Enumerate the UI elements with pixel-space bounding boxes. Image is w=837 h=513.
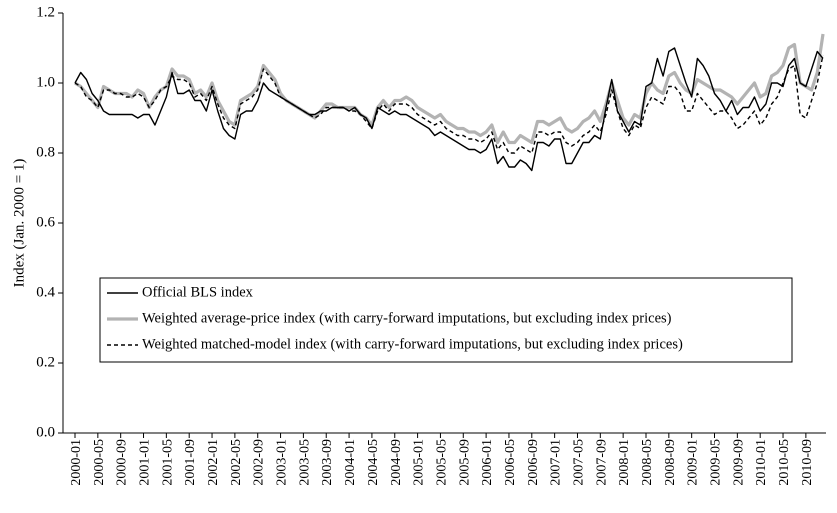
legend-box	[99, 277, 793, 363]
x-tick-label: 2010-09	[800, 439, 815, 486]
x-tick-label: 2000-09	[115, 439, 130, 486]
x-tick-label: 2008-05	[640, 439, 655, 486]
x-tick-label: 2005-09	[457, 439, 472, 486]
y-tick-label: 1.0	[36, 74, 55, 90]
y-axis-label: Index (Jan. 2000 = 1)	[11, 159, 27, 288]
x-tick-label: 2010-01	[754, 439, 769, 486]
x-tick-label: 2009-05	[709, 439, 724, 486]
y-tick-label: 0.4	[36, 284, 55, 300]
x-tick-label: 2010-05	[777, 439, 792, 486]
data-line	[74, 33, 825, 145]
x-tick-label: 2005-05	[434, 439, 449, 486]
x-tick-label: 2003-01	[275, 439, 290, 486]
legend-label: Weighted average-price index (with carry…	[142, 310, 672, 326]
x-tick-label: 2007-01	[549, 439, 564, 486]
x-tick-label: 2001-09	[183, 439, 198, 486]
x-tick-label: 2003-05	[297, 439, 312, 486]
x-tick-label: 2002-05	[229, 439, 244, 486]
y-tick-label: 0.6	[36, 214, 55, 230]
y-tick-label: 1.2	[36, 4, 55, 20]
x-tick-label: 2006-01	[480, 439, 495, 486]
x-tick-label: 2006-09	[526, 439, 541, 486]
x-tick-label: 2004-05	[366, 439, 381, 486]
x-tick-label: 2008-01	[617, 439, 632, 486]
legend: Official BLS index Weighted average-price…	[99, 277, 793, 363]
x-tick-label: 2007-09	[594, 439, 609, 486]
x-tick-label: 2009-01	[686, 439, 701, 486]
y-tick-label: 0.8	[36, 144, 55, 160]
x-tick-label: 2003-09	[320, 439, 335, 486]
x-tick-label: 2001-05	[160, 439, 175, 486]
x-tick-label: 2000-01	[69, 439, 84, 486]
y-tick-label: 0.0	[36, 424, 55, 440]
legend-label: Weighted matched-model index (with carry…	[142, 336, 683, 352]
data-line	[74, 47, 824, 172]
x-tick-label: 2001-01	[138, 439, 153, 486]
x-tick-label: 2006-05	[503, 439, 518, 486]
y-tick-label: 0.2	[36, 354, 55, 370]
x-tick-label: 2007-05	[571, 439, 586, 486]
x-tick-label: 2002-09	[252, 439, 267, 486]
data-line	[74, 54, 824, 154]
x-tick-label: 2002-01	[206, 439, 221, 486]
legend-label: Official BLS index	[142, 284, 254, 300]
x-tick-label: 2004-01	[343, 439, 358, 486]
x-tick-label: 2008-09	[663, 439, 678, 486]
x-tick-label: 2004-09	[389, 439, 404, 486]
x-tick-label: 2000-05	[92, 439, 107, 486]
x-tick-label: 2009-09	[731, 439, 746, 486]
x-tick-label: 2005-01	[412, 439, 427, 486]
